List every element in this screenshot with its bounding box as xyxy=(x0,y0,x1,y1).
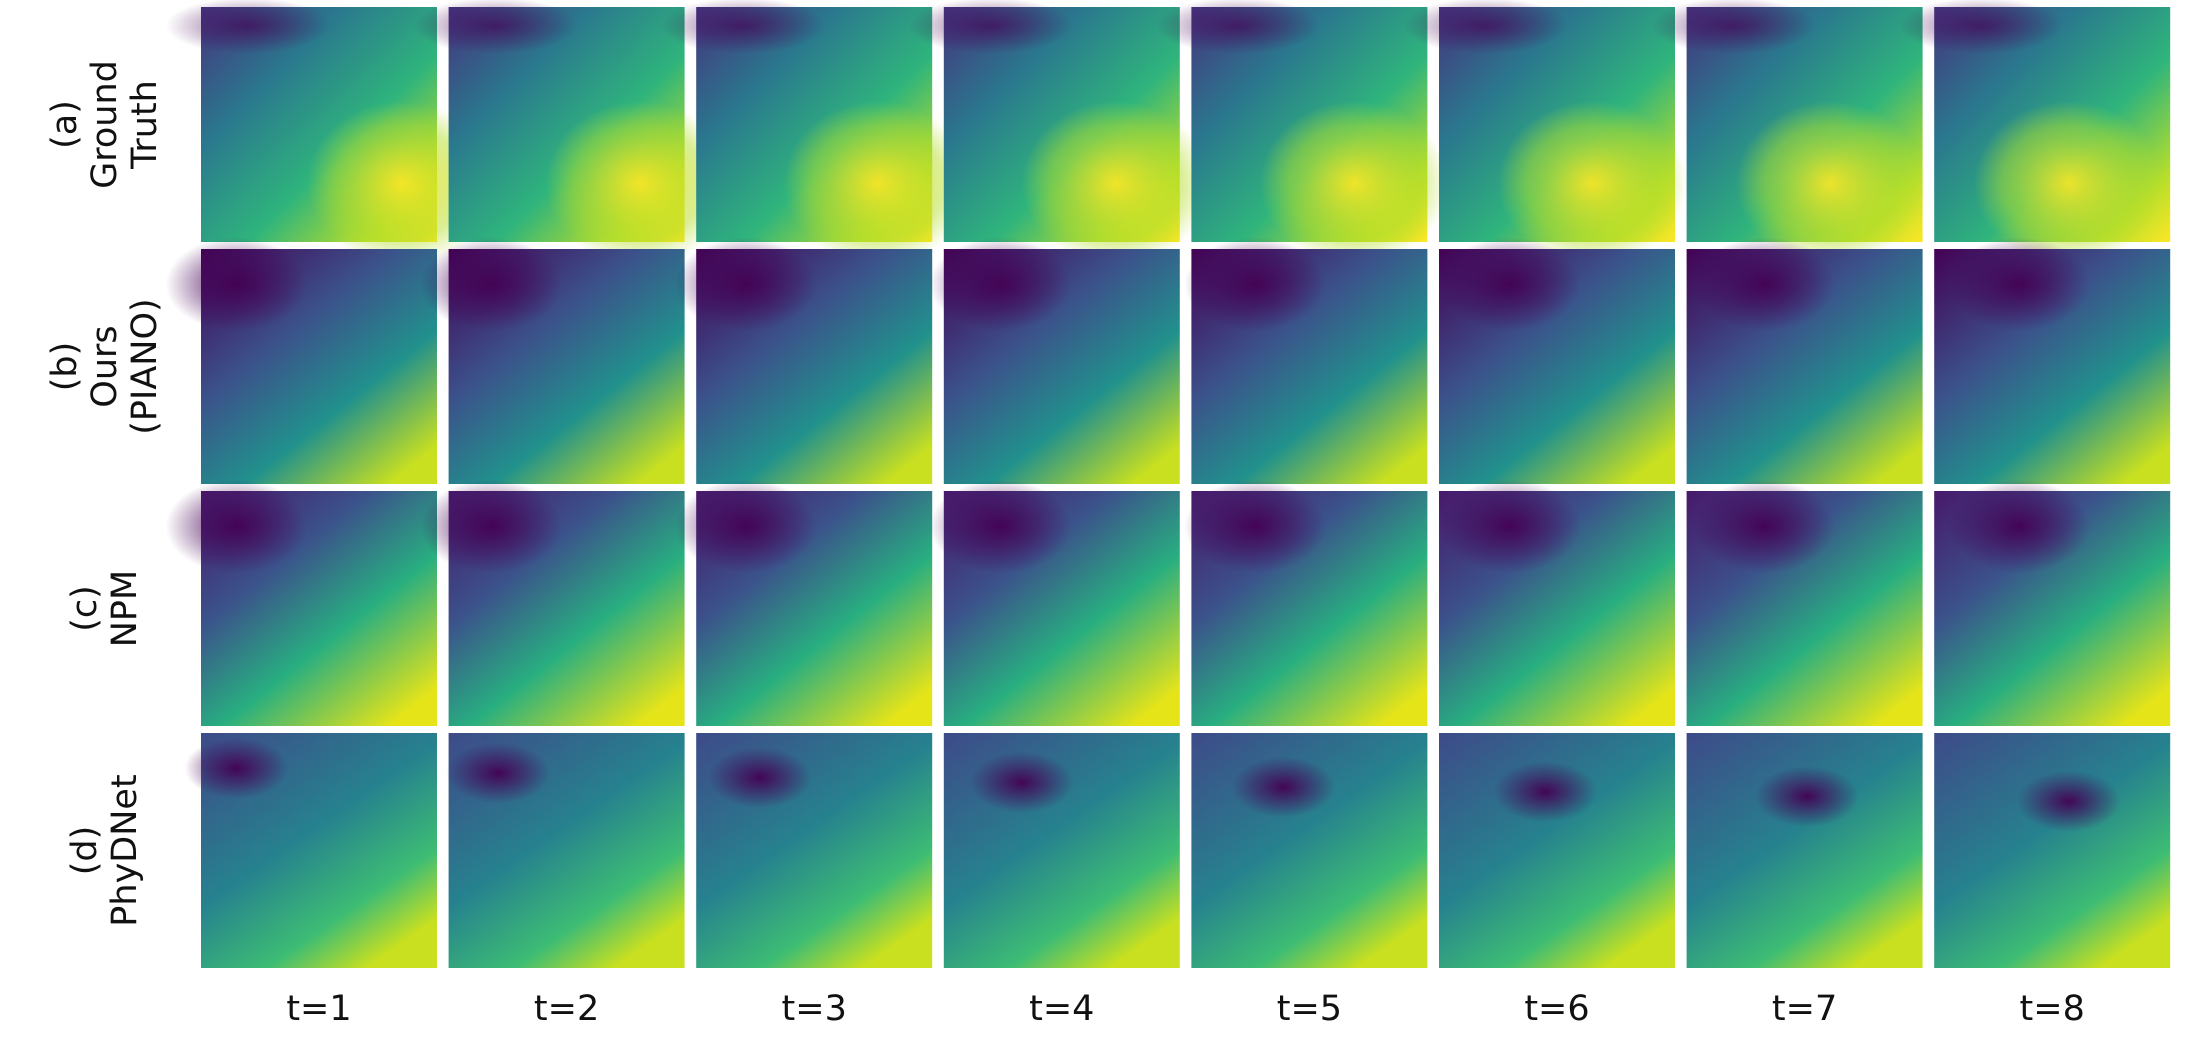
dark-blob xyxy=(969,751,1074,813)
heatmap-panel xyxy=(446,733,685,968)
dark-blob xyxy=(1184,237,1326,332)
column-label: t=4 xyxy=(1029,989,1094,1029)
row-label: Ours xyxy=(85,325,125,407)
heatmap-panel xyxy=(420,237,685,484)
dark-blob xyxy=(165,237,308,332)
row-label: NPM xyxy=(105,570,145,648)
heatmap-panel xyxy=(660,0,973,266)
column-label: t=6 xyxy=(1524,989,1589,1029)
dark-blob xyxy=(1439,237,1581,332)
dark-blob xyxy=(1693,479,1836,574)
row-label: (d) xyxy=(65,826,105,876)
warm-front xyxy=(1974,101,2164,266)
row-label: Ground xyxy=(85,60,125,189)
dark-streaks xyxy=(660,0,826,54)
dark-blob xyxy=(674,479,817,574)
heatmap-panel xyxy=(1686,237,1923,484)
dark-blob xyxy=(2016,770,2121,832)
heatmap-panel xyxy=(908,0,1211,266)
row-label: (b) xyxy=(45,342,85,392)
warm-front xyxy=(545,101,735,266)
heatmap-panel xyxy=(1686,479,1923,726)
dark-streaks xyxy=(1156,0,1322,54)
heatmap-panel xyxy=(1651,0,1925,266)
dark-blob xyxy=(165,479,308,574)
row-label: (a) xyxy=(45,100,85,149)
dark-blob xyxy=(929,237,1072,332)
heatmap-panel xyxy=(943,733,1180,968)
heatmap-panel xyxy=(929,479,1180,726)
panel-fill xyxy=(1934,733,2171,968)
dark-blob xyxy=(674,237,817,332)
heatmap-panel xyxy=(929,237,1180,484)
dark-blob xyxy=(1693,237,1836,332)
dark-blob xyxy=(1231,756,1336,818)
column-label: t=5 xyxy=(1277,989,1342,1029)
heatmap-panel xyxy=(1184,237,1428,484)
heatmap-panel xyxy=(1439,733,1675,968)
heatmap-panel xyxy=(674,237,933,484)
dark-streaks xyxy=(1403,0,1569,54)
dark-streaks xyxy=(1651,0,1817,54)
heatmap-panel xyxy=(1439,237,1675,484)
column-label: t=3 xyxy=(782,989,847,1029)
heatmap-panel xyxy=(413,0,735,266)
heatmap-panel xyxy=(674,479,933,726)
heatmap-panel xyxy=(696,733,933,968)
dark-blob xyxy=(929,479,1072,574)
warm-front xyxy=(783,101,973,266)
dark-streaks xyxy=(413,0,579,54)
dark-blob xyxy=(1493,761,1598,823)
dark-streaks xyxy=(908,0,1074,54)
heatmap-panel xyxy=(420,479,685,726)
row-label: Truth xyxy=(125,80,165,170)
dark-blob xyxy=(1948,237,2090,332)
heatmap-panel xyxy=(165,479,437,726)
heatmap-panel xyxy=(1686,733,1923,968)
dark-blob xyxy=(446,742,551,804)
column-label: t=7 xyxy=(1772,989,1837,1029)
dark-blob xyxy=(184,737,289,799)
warm-front xyxy=(1498,101,1687,266)
heatmap-panel xyxy=(1191,733,1428,968)
column-label: t=2 xyxy=(534,989,599,1029)
dark-streaks xyxy=(1898,0,2064,54)
warm-front xyxy=(1021,101,1211,266)
dark-blob xyxy=(1948,479,2090,574)
row-label: PhyDNet xyxy=(105,774,145,926)
heatmap-panel xyxy=(1934,733,2171,968)
heatmap-panel xyxy=(1898,0,2171,266)
dark-blob xyxy=(1755,765,1859,827)
warm-front xyxy=(1736,101,1925,266)
heatmap-panel xyxy=(1184,479,1428,726)
row-label: (c) xyxy=(65,585,105,632)
heatmap-panel xyxy=(184,733,437,968)
heatmap-panel xyxy=(1156,0,1449,266)
dark-blob xyxy=(420,479,562,574)
column-label: t=8 xyxy=(2020,989,2085,1029)
heatmap-panel xyxy=(1439,479,1675,726)
heatmap-panel xyxy=(1403,0,1687,266)
dark-blob xyxy=(1439,479,1581,574)
row-label: (PIANO) xyxy=(125,298,165,434)
column-label: t=1 xyxy=(286,989,351,1029)
dark-blob xyxy=(1184,479,1326,574)
dark-blob xyxy=(708,747,812,809)
heatmap-panel xyxy=(1934,479,2171,726)
heatmap-panel xyxy=(1934,237,2171,484)
heatmap-panel xyxy=(165,237,437,484)
dark-blob xyxy=(420,237,562,332)
dark-streaks xyxy=(165,0,331,54)
warm-front xyxy=(1259,101,1449,266)
